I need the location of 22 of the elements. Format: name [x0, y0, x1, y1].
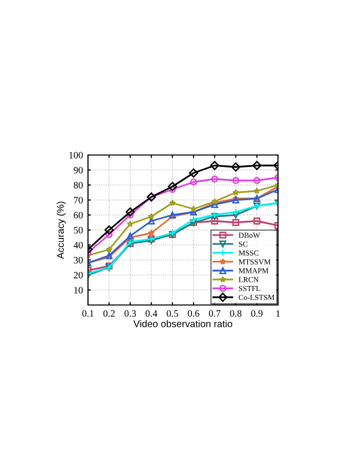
y-tick-label: 20 — [74, 272, 83, 278]
y-axis-title: Accuracy (%) — [56, 202, 66, 259]
y-tick-label: 100 — [69, 152, 83, 158]
x-tick-label: 0.8 — [230, 310, 242, 317]
y-tick-label: 90 — [74, 166, 83, 174]
y-tick-label: 10 — [74, 286, 83, 294]
x-tick-label: 0.9 — [251, 310, 263, 317]
y-tick-label: 60 — [74, 212, 83, 218]
x-tick-label: 0.5 — [166, 310, 178, 317]
y-tick-label: 30 — [74, 256, 83, 264]
y-tick-label: 50 — [74, 226, 83, 234]
y-tick-label: 80 — [74, 182, 83, 188]
x-axis-title: Video observation ratio — [133, 320, 232, 328]
x-tick-label: 1 — [276, 310, 280, 317]
y-tick-label: 40 — [74, 242, 83, 248]
x-tick-label: 0.7 — [208, 310, 220, 317]
x-tick-label: 0.3 — [124, 310, 136, 317]
x-tick-label: 0.2 — [103, 310, 115, 317]
x-tick-label: 0.1 — [82, 310, 94, 317]
y-tick-label: 70 — [74, 196, 83, 204]
x-tick-label: 0.6 — [188, 310, 200, 317]
x-tick-label: 0.4 — [146, 310, 158, 317]
